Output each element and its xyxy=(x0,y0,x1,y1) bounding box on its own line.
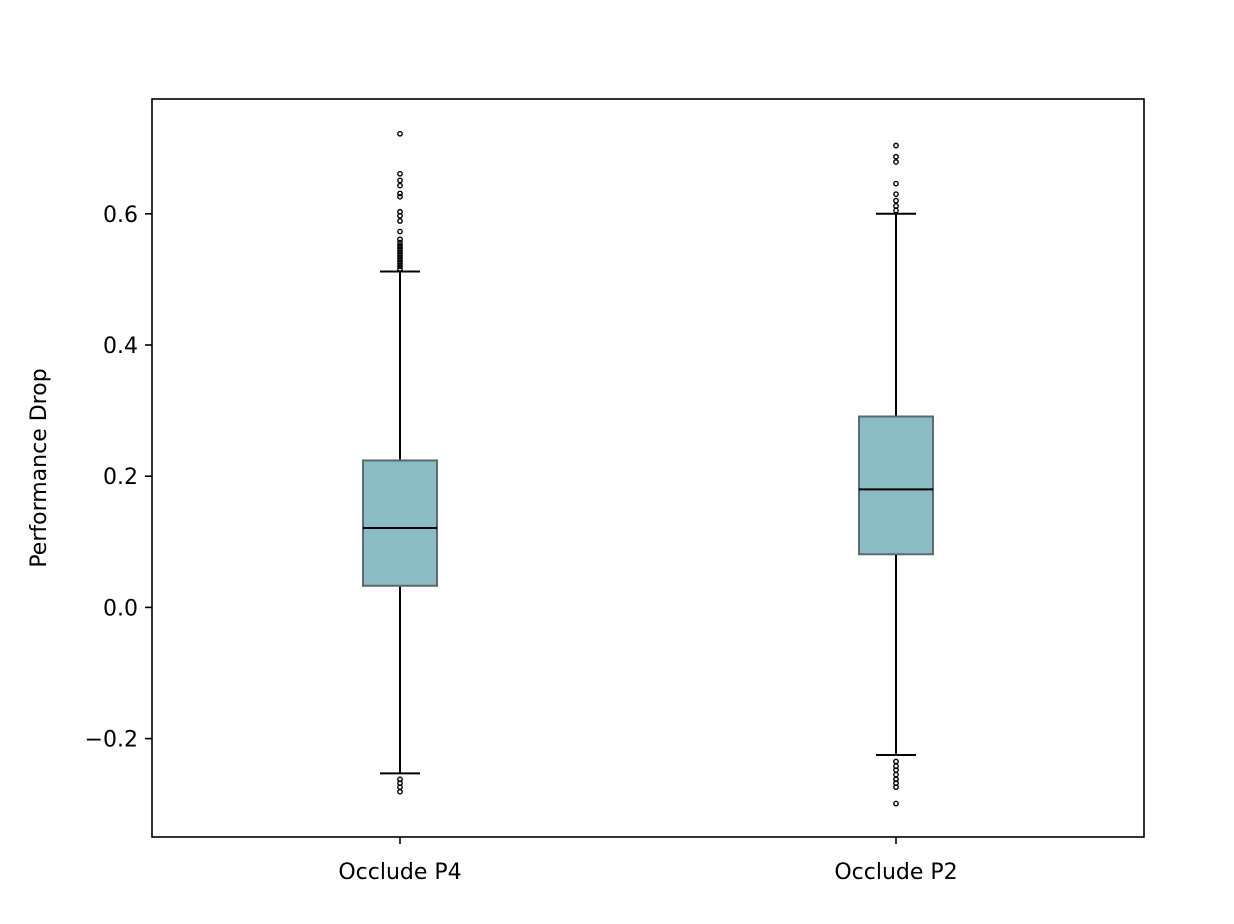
plot-area-frame xyxy=(151,98,1145,838)
flier-point xyxy=(397,242,403,249)
y-tick-label: 0.6 xyxy=(103,203,138,228)
box-group xyxy=(362,130,438,795)
flier-point xyxy=(397,247,403,254)
y-tick-label: 0.2 xyxy=(103,465,138,490)
flier-point xyxy=(397,182,403,189)
flier-point xyxy=(893,142,899,149)
flier-point xyxy=(893,159,899,165)
flier-point xyxy=(397,190,403,197)
flier-point xyxy=(397,250,403,257)
flier-point xyxy=(893,771,899,778)
flier-point xyxy=(397,170,403,177)
flier-point xyxy=(397,236,403,243)
flier-point xyxy=(397,266,403,272)
x-axis: Occlude P4 Occlude P2 xyxy=(338,837,958,885)
flier-point xyxy=(397,130,403,137)
flier-point xyxy=(893,203,899,209)
x-tick-label: Occlude P2 xyxy=(834,860,957,885)
flier-point xyxy=(397,784,403,791)
flier-point xyxy=(397,788,403,795)
flier-point xyxy=(893,197,899,204)
box-iqr xyxy=(858,415,934,556)
flier-point xyxy=(893,784,899,791)
flier-point xyxy=(397,212,403,219)
y-tick-label: −0.2 xyxy=(85,728,138,753)
flier-point xyxy=(397,258,403,264)
flier-point xyxy=(893,191,899,198)
flier-point xyxy=(397,228,403,235)
y-axis: −0.2 0.0 0.2 0.4 0.6 xyxy=(85,203,152,753)
y-tick-label: 0.4 xyxy=(103,334,138,359)
box-iqr xyxy=(362,459,438,587)
flier-point xyxy=(397,260,403,267)
flier-point xyxy=(397,177,403,184)
flier-point xyxy=(893,758,899,765)
flier-point xyxy=(893,153,899,160)
flier-point xyxy=(397,193,403,200)
flier-point xyxy=(397,239,403,246)
flier-point xyxy=(893,207,899,214)
y-axis-label: Performance Drop xyxy=(27,368,52,567)
flier-point xyxy=(397,252,403,259)
y-tick-label: 0.0 xyxy=(103,596,138,621)
flier-point xyxy=(893,180,899,187)
flier-point xyxy=(893,767,899,773)
box-group xyxy=(858,142,934,807)
flier-point xyxy=(893,800,899,807)
flier-point xyxy=(397,263,403,270)
flier-point xyxy=(397,255,403,262)
x-tick-label: Occlude P4 xyxy=(338,860,461,885)
flier-point xyxy=(397,218,403,224)
flier-point xyxy=(397,245,403,251)
boxes xyxy=(362,130,934,807)
